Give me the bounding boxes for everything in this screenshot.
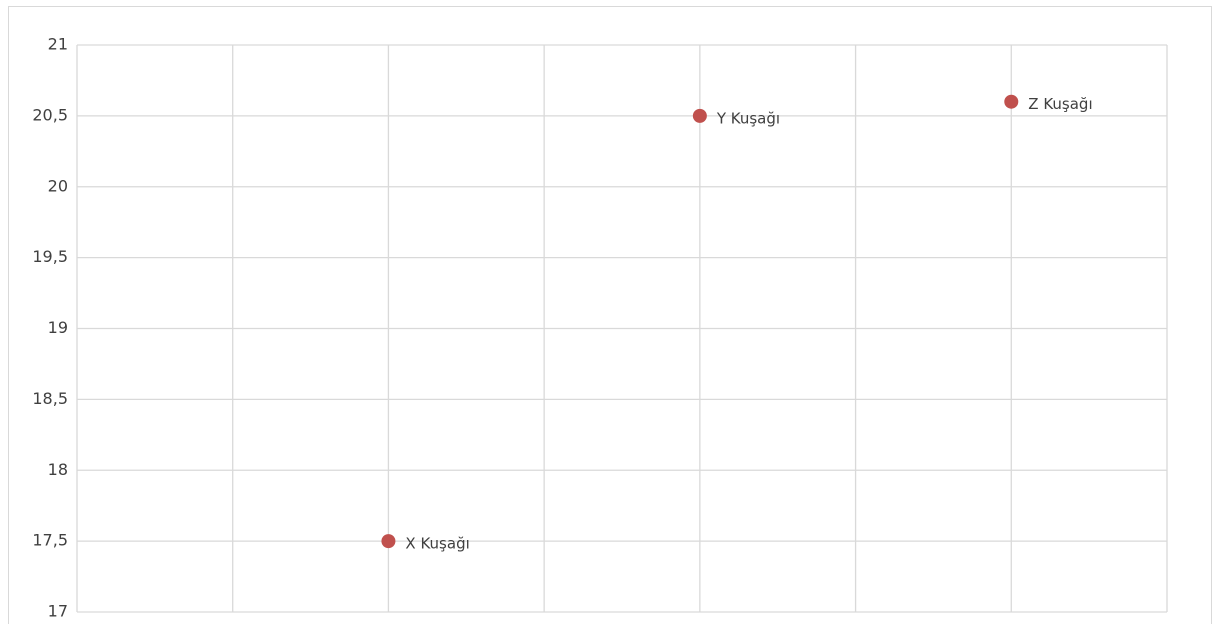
point-label: X Kuşağı [405, 535, 469, 553]
point-label: Z Kuşağı [1028, 95, 1092, 113]
point [692, 108, 707, 123]
y-tick-label: 20,5 [32, 105, 68, 124]
y-tick-label: 17,5 [32, 531, 68, 550]
y-tick-label: 20 [48, 176, 68, 195]
y-tick-label: 18,5 [32, 389, 68, 408]
point-label: Y Kuşağı [716, 109, 780, 127]
point [1004, 94, 1019, 109]
y-tick-label: 19,5 [32, 247, 68, 266]
y-tick-label: 18 [48, 460, 68, 479]
y-tick-label: 21 [48, 35, 68, 54]
point [381, 534, 396, 549]
y-tick-label: 17 [48, 602, 68, 621]
y-tick-label: 19 [48, 318, 68, 337]
